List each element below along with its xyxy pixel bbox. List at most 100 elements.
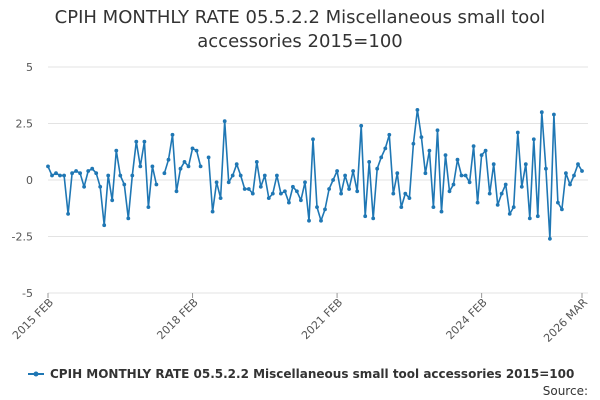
data-point[interactable]: [311, 137, 315, 142]
data-point[interactable]: [351, 169, 355, 173]
data-point[interactable]: [78, 171, 82, 176]
data-point[interactable]: [511, 205, 516, 210]
data-point[interactable]: [283, 189, 287, 194]
data-point[interactable]: [487, 191, 492, 196]
data-point[interactable]: [174, 189, 179, 194]
data-point[interactable]: [258, 184, 263, 189]
data-point[interactable]: [363, 214, 368, 219]
data-point[interactable]: [419, 135, 424, 140]
data-point[interactable]: [399, 205, 404, 210]
data-point[interactable]: [383, 146, 388, 151]
data-point[interactable]: [483, 148, 488, 153]
data-point[interactable]: [134, 139, 139, 144]
data-point[interactable]: [375, 166, 380, 171]
data-point[interactable]: [130, 173, 135, 178]
data-point[interactable]: [178, 166, 183, 171]
data-point[interactable]: [194, 148, 199, 153]
data-point[interactable]: [226, 180, 231, 185]
data-point[interactable]: [242, 187, 247, 191]
data-point[interactable]: [503, 182, 508, 187]
data-point[interactable]: [303, 180, 307, 185]
data-point[interactable]: [214, 180, 219, 185]
data-point[interactable]: [279, 191, 283, 196]
data-point[interactable]: [515, 130, 520, 135]
data-point[interactable]: [186, 164, 191, 169]
data-point[interactable]: [287, 200, 291, 205]
data-point[interactable]: [523, 162, 528, 167]
data-point[interactable]: [331, 178, 335, 182]
data-point[interactable]: [544, 166, 548, 171]
data-point[interactable]: [367, 160, 372, 164]
data-point[interactable]: [387, 132, 392, 137]
data-point[interactable]: [495, 203, 500, 207]
data-point[interactable]: [435, 128, 440, 133]
data-point[interactable]: [459, 173, 464, 178]
data-point[interactable]: [407, 196, 412, 201]
data-point[interactable]: [391, 191, 396, 196]
data-point[interactable]: [86, 169, 91, 173]
data-point[interactable]: [307, 218, 311, 223]
data-point[interactable]: [327, 187, 331, 191]
data-point[interactable]: [198, 164, 203, 169]
data-point[interactable]: [206, 155, 211, 160]
data-point[interactable]: [439, 209, 444, 214]
data-point[interactable]: [166, 157, 171, 162]
data-point[interactable]: [146, 205, 151, 210]
data-point[interactable]: [451, 182, 456, 187]
data-point[interactable]: [114, 148, 119, 153]
data-point[interactable]: [359, 123, 364, 128]
data-point[interactable]: [467, 180, 472, 185]
data-point[interactable]: [162, 171, 167, 176]
data-point[interactable]: [552, 112, 556, 117]
data-point[interactable]: [295, 189, 299, 194]
data-point[interactable]: [556, 200, 560, 205]
data-point[interactable]: [102, 223, 107, 228]
data-point[interactable]: [491, 162, 496, 167]
data-point[interactable]: [455, 157, 460, 162]
data-point[interactable]: [423, 171, 428, 176]
data-point[interactable]: [154, 182, 159, 187]
data-point[interactable]: [572, 173, 576, 178]
data-point[interactable]: [58, 173, 62, 178]
data-point[interactable]: [122, 182, 127, 187]
data-point[interactable]: [138, 164, 143, 169]
data-point[interactable]: [254, 160, 259, 164]
data-point[interactable]: [90, 166, 95, 171]
data-point[interactable]: [471, 144, 476, 149]
data-point[interactable]: [431, 205, 436, 210]
data-point[interactable]: [270, 191, 275, 196]
data-point[interactable]: [443, 153, 448, 158]
data-point[interactable]: [379, 155, 384, 160]
data-point[interactable]: [499, 191, 504, 196]
data-point[interactable]: [291, 184, 295, 189]
data-point[interactable]: [355, 189, 360, 194]
data-point[interactable]: [371, 216, 376, 221]
data-point[interactable]: [70, 171, 74, 176]
data-point[interactable]: [568, 182, 572, 187]
data-point[interactable]: [343, 173, 347, 178]
data-point[interactable]: [319, 218, 323, 223]
data-point[interactable]: [427, 148, 432, 153]
data-point[interactable]: [576, 162, 580, 167]
data-point[interactable]: [507, 212, 512, 216]
data-point[interactable]: [548, 236, 552, 241]
data-point[interactable]: [395, 171, 400, 176]
data-point[interactable]: [519, 184, 524, 189]
data-point[interactable]: [323, 207, 327, 212]
data-point[interactable]: [170, 132, 175, 137]
data-point[interactable]: [118, 173, 123, 178]
data-point[interactable]: [74, 169, 78, 173]
data-point[interactable]: [218, 196, 223, 201]
data-point[interactable]: [527, 216, 532, 221]
data-point[interactable]: [106, 173, 111, 178]
data-point[interactable]: [347, 187, 351, 191]
data-point[interactable]: [335, 169, 339, 173]
data-point[interactable]: [560, 207, 564, 212]
data-point[interactable]: [82, 184, 86, 189]
data-point[interactable]: [190, 146, 195, 151]
data-point[interactable]: [479, 153, 484, 158]
data-point[interactable]: [222, 119, 227, 124]
data-point[interactable]: [150, 164, 155, 169]
data-point[interactable]: [94, 171, 99, 176]
data-point[interactable]: [110, 198, 115, 203]
